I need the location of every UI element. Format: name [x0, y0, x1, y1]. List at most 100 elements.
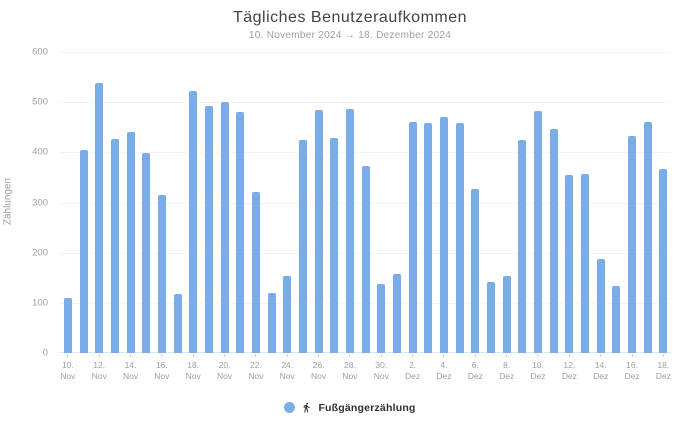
bar-slot — [60, 52, 76, 353]
bar[interactable] — [251, 192, 260, 353]
bar-slot — [420, 52, 436, 353]
x-tick-mark — [443, 354, 445, 357]
x-tick-mark — [286, 354, 288, 357]
bar[interactable] — [79, 150, 88, 353]
x-tick-cell: 6. Dez — [467, 354, 483, 381]
bar[interactable] — [581, 174, 589, 353]
bar[interactable] — [628, 136, 637, 353]
bar[interactable] — [455, 122, 464, 353]
bar[interactable] — [659, 168, 668, 353]
x-tick-label-month: Nov — [185, 370, 201, 381]
bar[interactable] — [220, 102, 229, 353]
bar-slot — [185, 52, 201, 353]
x-tick-label-month: Nov — [216, 370, 233, 381]
bar[interactable] — [204, 106, 213, 353]
bar[interactable] — [471, 188, 480, 353]
gridline — [60, 52, 671, 53]
x-tick-mark — [224, 354, 226, 357]
bar[interactable] — [596, 258, 605, 353]
bar-slot — [138, 52, 154, 353]
bar-slot — [546, 52, 562, 353]
x-tick-cell — [420, 354, 436, 381]
bar[interactable] — [142, 153, 151, 353]
bar[interactable] — [361, 166, 370, 353]
bar[interactable] — [173, 293, 182, 353]
bar[interactable] — [424, 123, 433, 353]
x-tick-cell — [358, 354, 374, 381]
x-tick-mark — [98, 354, 100, 357]
bar[interactable] — [612, 285, 621, 353]
bar[interactable] — [283, 276, 292, 353]
bar-slot — [342, 52, 358, 353]
x-tick-label-month: Dez — [655, 370, 671, 381]
legend-label: Fußgängerzählung — [318, 401, 416, 414]
x-tick-mark — [349, 354, 351, 357]
x-tick-label-month: Nov — [122, 370, 139, 381]
x-tick-cell: 12. Dez — [562, 354, 578, 381]
bar-slot — [656, 52, 672, 353]
bar-slot — [530, 52, 546, 353]
x-tick-label-day: 14. — [124, 360, 137, 370]
gridline — [60, 102, 671, 104]
bar[interactable] — [110, 138, 119, 353]
x-tick-label-day: 16. — [626, 360, 638, 370]
bar[interactable] — [518, 139, 527, 353]
bar[interactable] — [549, 128, 558, 353]
x-tick-cell — [609, 354, 625, 381]
bar-slot — [609, 52, 625, 353]
bar[interactable] — [408, 122, 417, 353]
bar-slot — [467, 52, 483, 353]
x-tick-cell: 16. Dez — [624, 354, 640, 381]
chart-subtitle: 10. November 2024 → 18. Dezember 2024 — [248, 30, 452, 41]
legend-item[interactable]: Fußgängerzählung — [0, 401, 700, 414]
bar-slot — [624, 52, 640, 353]
bar[interactable] — [377, 284, 386, 353]
bar[interactable] — [63, 297, 72, 353]
y-tick-label: 0 — [42, 347, 48, 359]
chart-title: Tägliches Benutzeraufkommen — [232, 9, 468, 26]
x-tick-label-day: 18. — [187, 360, 200, 370]
bar[interactable] — [95, 83, 104, 353]
bar[interactable] — [533, 110, 542, 353]
bar[interactable] — [236, 111, 245, 353]
bar[interactable] — [189, 90, 198, 353]
x-tick-cell — [577, 354, 593, 381]
bar-slot — [483, 52, 499, 353]
y-tick-label: 500 — [32, 96, 48, 108]
bar-slot — [154, 52, 170, 353]
x-tick-mark — [67, 354, 69, 357]
x-tick-cell — [232, 354, 248, 381]
bar[interactable] — [345, 109, 354, 353]
x-tick-label-day: 22. — [249, 360, 262, 370]
x-tick-label-month: Nov — [373, 370, 389, 381]
bar[interactable] — [126, 131, 135, 353]
bar[interactable] — [267, 293, 276, 353]
x-tick-mark — [568, 354, 570, 357]
bar[interactable] — [392, 273, 401, 353]
x-tick-label-day: 14. — [594, 360, 607, 370]
x-tick-mark — [318, 354, 320, 357]
x-tick-mark — [130, 354, 132, 357]
bar-slot — [295, 52, 311, 353]
bar[interactable] — [157, 194, 166, 353]
bar-slot — [452, 52, 468, 353]
bar[interactable] — [502, 275, 511, 353]
x-tick-cell — [546, 354, 562, 381]
x-tick-cell: 20. Nov — [217, 354, 233, 381]
x-tick-label-day: 28. — [344, 360, 356, 370]
gridline — [60, 152, 671, 154]
x-tick-label-month: Dez — [436, 370, 452, 381]
bar-slot — [248, 52, 264, 353]
bar[interactable] — [298, 140, 307, 353]
bar[interactable] — [439, 116, 448, 353]
bar[interactable] — [314, 109, 323, 353]
bar[interactable] — [330, 137, 339, 353]
x-tick-cell: 22. Nov — [248, 354, 264, 381]
bar[interactable] — [565, 175, 574, 353]
x-tick-mark — [506, 354, 508, 357]
bar[interactable] — [643, 121, 652, 353]
x-tick-mark — [161, 354, 163, 357]
bar[interactable] — [486, 281, 495, 353]
x-tick-cell — [483, 354, 499, 381]
y-axis: 0 100 200 300 400 500 600 — [0, 47, 48, 359]
